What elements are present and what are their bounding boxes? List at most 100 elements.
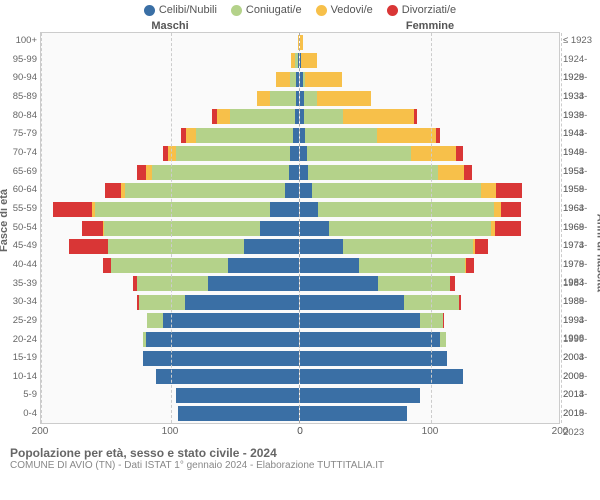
bar-segment-divorziati xyxy=(82,221,103,236)
swatch-icon xyxy=(316,5,327,16)
pyramid-row xyxy=(41,219,299,238)
legend-item: Divorziati/e xyxy=(387,4,456,16)
bar-segment-vedovi xyxy=(377,128,437,143)
bar-segment-divorziati xyxy=(466,258,474,273)
panels xyxy=(40,32,560,424)
bar-segment-celibi xyxy=(300,202,318,217)
pyramid-row xyxy=(300,52,559,71)
bar-segment-coniugati xyxy=(270,91,296,106)
age-tick: 45-49 xyxy=(13,237,37,256)
bar-segment-vedovi xyxy=(481,183,497,198)
legend-label: Vedovi/e xyxy=(331,4,373,16)
pyramid-row xyxy=(300,349,559,368)
bar-segment-celibi xyxy=(285,183,299,198)
bar-segment-coniugati xyxy=(304,91,317,106)
age-tick: 70-74 xyxy=(13,144,37,163)
pyramid-row xyxy=(300,89,559,108)
pyramid-row xyxy=(41,349,299,368)
bar-segment-coniugati xyxy=(139,295,185,310)
age-tick: 25-29 xyxy=(13,312,37,331)
legend-item: Celibi/Nubili xyxy=(144,4,217,16)
age-tick: 30-34 xyxy=(13,293,37,312)
bar-segment-vedovi xyxy=(301,53,317,68)
bar-segment-vedovi xyxy=(186,128,196,143)
bar-segment-celibi xyxy=(296,91,299,106)
birth-tick: 1954-1958 xyxy=(563,163,600,182)
x-tick: 100 xyxy=(162,426,179,437)
age-tick: 60-64 xyxy=(13,181,37,200)
bar-segment-divorziati xyxy=(456,146,463,161)
pyramid-row xyxy=(300,293,559,312)
pyramid-row xyxy=(41,182,299,201)
bar-segment-celibi xyxy=(300,369,463,384)
legend-item: Vedovi/e xyxy=(316,4,373,16)
pyramid-row xyxy=(41,33,299,52)
pyramid-row xyxy=(41,200,299,219)
pyramid-row xyxy=(41,70,299,89)
bar-segment-divorziati xyxy=(436,128,440,143)
bar-segment-coniugati xyxy=(440,332,445,347)
legend: Celibi/NubiliConiugati/eVedovi/eDivorzia… xyxy=(0,4,600,16)
bar-segment-divorziati xyxy=(475,239,488,254)
pyramid-row xyxy=(41,107,299,126)
bar-segment-celibi xyxy=(300,332,440,347)
bar-segment-vedovi xyxy=(343,109,415,124)
age-tick: 0-4 xyxy=(23,405,37,424)
bar-segment-celibi xyxy=(300,388,420,403)
birth-tick: 1939-1943 xyxy=(563,107,600,126)
legend-label: Celibi/Nubili xyxy=(159,4,217,16)
bar-segment-vedovi xyxy=(305,72,341,87)
pyramid-row xyxy=(300,386,559,405)
bar-segment-celibi xyxy=(300,183,312,198)
x-tick: 100 xyxy=(422,426,439,437)
pyramid-row xyxy=(300,200,559,219)
bar-segment-vedovi xyxy=(276,72,290,87)
caption-title: Popolazione per età, sesso e stato civil… xyxy=(10,446,600,460)
bar-segment-vedovi xyxy=(411,146,457,161)
bar-segment-coniugati xyxy=(304,109,343,124)
bar-segment-divorziati xyxy=(495,221,521,236)
bar-segment-vedovi xyxy=(257,91,270,106)
birth-tick: 1959-1963 xyxy=(563,181,600,200)
pyramid-row xyxy=(300,312,559,331)
pyramid-row xyxy=(41,275,299,294)
pyramid-row xyxy=(300,126,559,145)
bar-segment-coniugati xyxy=(176,146,290,161)
birth-tick: 1949-1953 xyxy=(563,144,600,163)
bar-segment-coniugati xyxy=(196,128,292,143)
female-label: Femmine xyxy=(300,20,560,32)
age-tick: 95-99 xyxy=(13,51,37,70)
bar-segment-coniugati xyxy=(307,146,411,161)
bar-segment-vedovi xyxy=(317,91,372,106)
birth-tick: 2004-2008 xyxy=(563,349,600,368)
bar-segment-divorziati xyxy=(443,313,444,328)
x-tick: 200 xyxy=(552,426,569,437)
pyramid-row xyxy=(41,89,299,108)
bar-segment-celibi xyxy=(185,295,299,310)
pyramid-row xyxy=(300,237,559,256)
bar-segment-divorziati xyxy=(105,183,121,198)
caption-sub: COMUNE DI AVIO (TN) - Dati ISTAT 1° genn… xyxy=(10,460,600,471)
bar-segment-coniugati xyxy=(230,109,295,124)
bar-segment-celibi xyxy=(176,388,300,403)
pyramid-row xyxy=(300,256,559,275)
y-axis-right-title: Anni di nascita xyxy=(594,214,600,292)
bar-segment-coniugati xyxy=(152,165,289,180)
bar-segment-celibi xyxy=(143,351,299,366)
bar-segment-coniugati xyxy=(308,165,438,180)
bar-segment-celibi xyxy=(300,295,404,310)
bar-segment-celibi xyxy=(300,165,308,180)
bar-segment-vedovi xyxy=(300,35,303,50)
birth-tick: 1929-1933 xyxy=(563,69,600,88)
x-axis: 20010000100200 xyxy=(40,426,560,440)
bar-segment-celibi xyxy=(146,332,299,347)
bar-segment-divorziati xyxy=(496,183,522,198)
bar-segment-divorziati xyxy=(459,295,462,310)
bar-segment-divorziati xyxy=(450,276,455,291)
bar-segment-vedovi xyxy=(494,202,502,217)
swatch-icon xyxy=(231,5,242,16)
bar-segment-vedovi xyxy=(298,35,299,50)
birth-tick: 1934-1938 xyxy=(563,88,600,107)
legend-label: Divorziati/e xyxy=(402,4,456,16)
birth-tick: 2009-2013 xyxy=(563,368,600,387)
